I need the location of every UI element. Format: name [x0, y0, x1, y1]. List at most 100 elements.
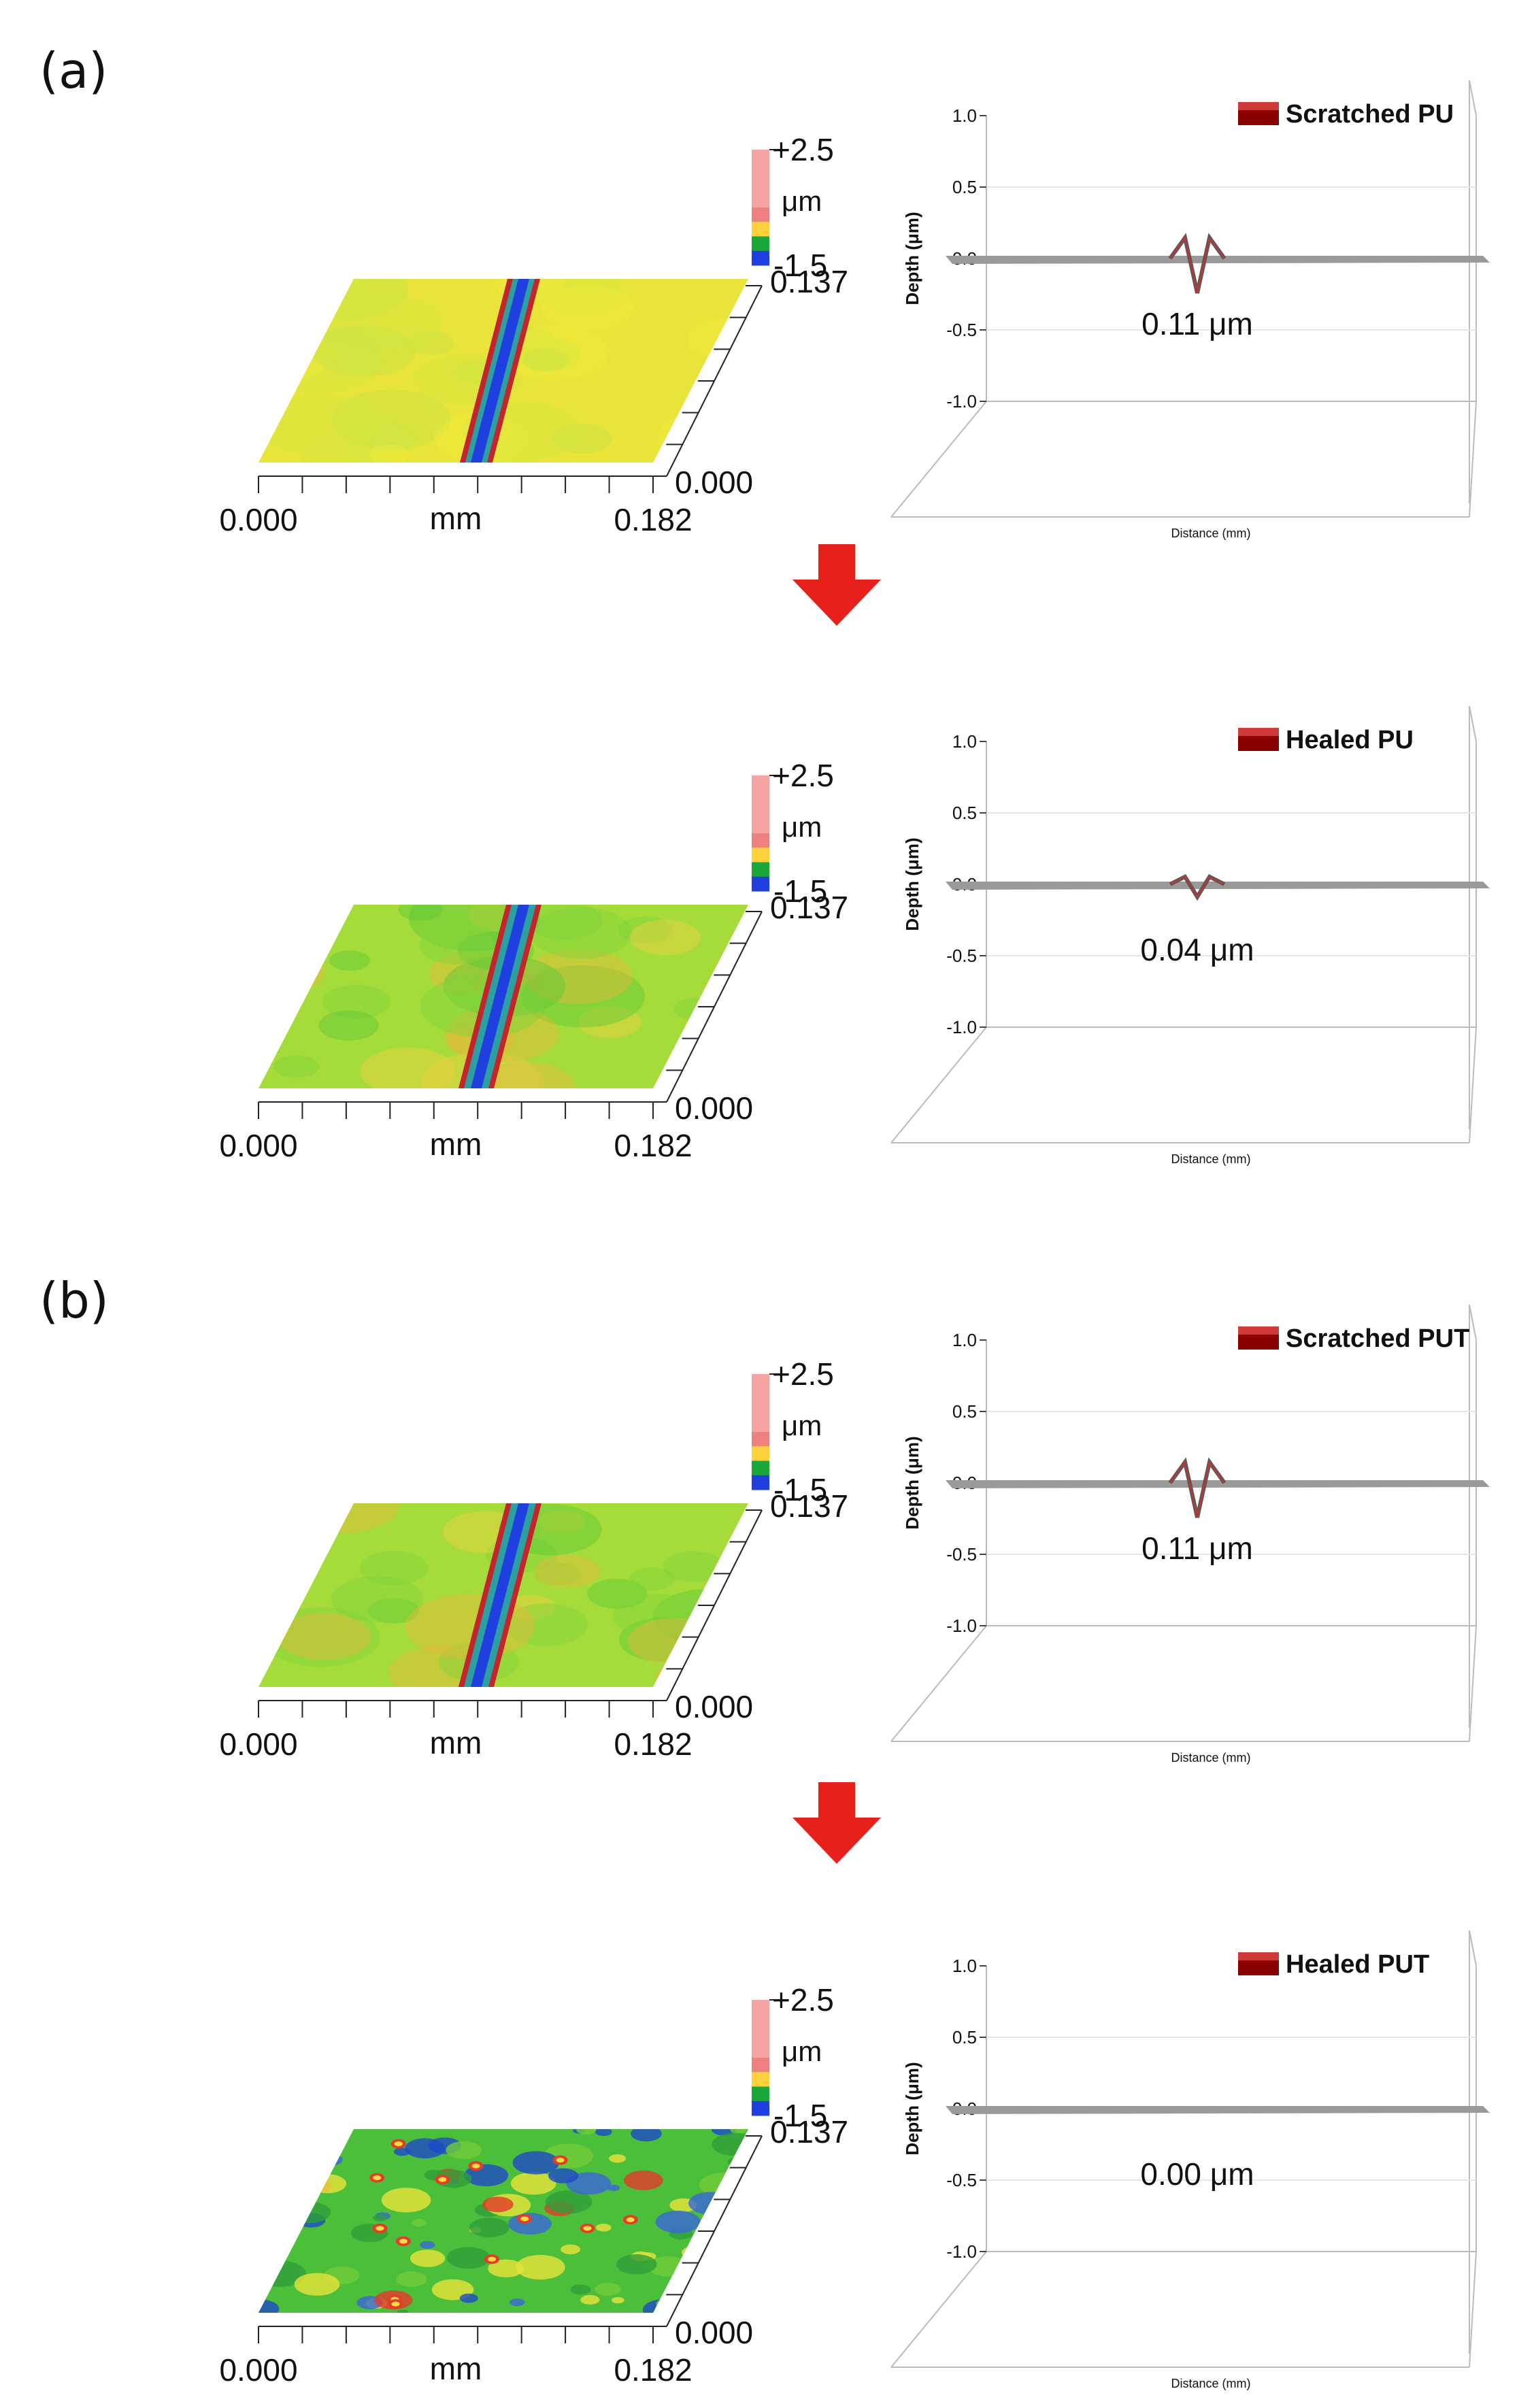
colorbar-unit-label: μm: [782, 185, 822, 217]
y-axis-label: Depth (μm): [902, 1436, 922, 1529]
surface-spot: [505, 1594, 556, 1620]
surface-spot: [333, 295, 443, 350]
surface-spot: [398, 905, 443, 921]
x-end-label: 0.182: [614, 502, 692, 537]
figure-row-4: 0.000mm0.1820.0000.137+2.5μm-1.51.00.50.…: [0, 1891, 1534, 2408]
defect-core: [520, 2216, 529, 2222]
colorbar-max-label: +2.5: [772, 1356, 834, 1392]
surface-spot: [369, 444, 409, 463]
surface-spot: [281, 1503, 400, 1534]
colorbar-segment: [752, 790, 769, 805]
surface-spot: [727, 2157, 744, 2167]
x-start-label: 0.000: [219, 1726, 297, 1762]
surface-spot: [259, 952, 325, 993]
surface-spot: [273, 1054, 320, 1078]
colorbar-segment: [752, 2014, 769, 2029]
surface-spot: [412, 2219, 427, 2227]
colorbar-segment: [752, 1475, 769, 1490]
colorbar-segment: [752, 775, 769, 790]
y-end-label: 0.137: [770, 890, 848, 925]
profile-box: [890, 80, 1477, 518]
colorbar-segment: [752, 2101, 769, 2116]
surface-spot: [259, 280, 324, 334]
surface-spot: [595, 2224, 612, 2232]
defect-core: [399, 2239, 407, 2244]
defect-core: [626, 2217, 635, 2222]
surface-spot: [711, 2129, 737, 2136]
surface-spot: [419, 926, 495, 965]
box-edge: [890, 401, 987, 518]
colorbar-segment: [752, 178, 769, 194]
surface-spot: [407, 331, 454, 355]
surface-spot: [520, 965, 646, 1028]
y-axis-label: Depth (μm): [902, 212, 922, 305]
colorbar-segment: [752, 848, 769, 863]
surface-spot: [259, 1572, 300, 1613]
surface-spot: [611, 2296, 624, 2304]
surface-spot: [259, 1535, 290, 1561]
box-edge: [1469, 1625, 1477, 1742]
y-tick-label: 0.5: [952, 2027, 977, 2047]
y-tick-label: -0.5: [946, 320, 977, 340]
x-unit-label: mm: [430, 501, 482, 536]
colorbar-segment: [752, 222, 769, 237]
surface-texture: [259, 905, 748, 1088]
profile-surface: [946, 882, 1490, 890]
surface-spot: [537, 279, 624, 315]
colorbar-segment: [752, 2086, 769, 2102]
surface-spot: [318, 1010, 379, 1041]
y-tick-label: -1.0: [946, 1616, 977, 1636]
x-start-label: 0.000: [219, 2352, 297, 2388]
surface-spot: [307, 2174, 347, 2194]
surface-spot: [397, 2309, 409, 2313]
defect-ring: [270, 2167, 286, 2177]
colorbar-segment: [752, 876, 769, 892]
y-tick-label: -0.5: [946, 1544, 977, 1565]
surface-spot: [522, 348, 569, 372]
surface-spot: [538, 1509, 586, 1533]
y-tick-label: -0.5: [946, 2170, 977, 2190]
surface-spot: [725, 2304, 748, 2313]
colorbar-unit-label: μm: [782, 1409, 822, 1441]
profile-box: [890, 705, 1477, 1143]
y-end-label: 0.137: [770, 264, 848, 299]
x-unit-label: mm: [430, 1725, 482, 1760]
legend-label: Scratched PUT: [1286, 1324, 1469, 1353]
surface-spot: [482, 2196, 514, 2213]
depth-label: 0.04 μm: [1140, 932, 1254, 967]
box-edge: [1469, 1930, 1477, 1967]
profile-box: [890, 1930, 1477, 2368]
colorbar-segment: [752, 150, 769, 165]
colorbar-min-label: -1.5: [773, 1472, 827, 1507]
surface-spot: [259, 393, 382, 456]
colorbar-min-label: -1.5: [773, 873, 827, 909]
y-axis-label: Depth (μm): [902, 837, 922, 931]
x-end-label: 0.182: [614, 2352, 692, 2388]
surface-spot: [331, 389, 451, 450]
colorbar-max-label: +2.5: [772, 132, 834, 167]
surface-spot: [459, 2293, 478, 2303]
surface-spot: [503, 1603, 588, 1646]
colorbar-segment: [752, 804, 769, 820]
surface-spot: [512, 2151, 560, 2175]
surface-spot: [548, 2168, 579, 2184]
legend-swatch-highlight: [1238, 1952, 1279, 1960]
surface-spot: [312, 325, 416, 378]
x-unit-label: mm: [430, 1126, 482, 1162]
y-tick-label: 1.0: [952, 1330, 977, 1350]
figure-row-1: 0.000mm0.1820.0000.137+2.5μm-1.51.00.50.…: [0, 41, 1534, 558]
panel-label-a: (a): [39, 42, 108, 99]
surface-spot: [420, 2241, 435, 2249]
surface-spot: [534, 1554, 601, 1588]
surface-spot: [612, 1593, 703, 1639]
box-edge: [1469, 705, 1477, 742]
y-tick-label: -1.0: [946, 1017, 977, 1037]
arrow-shape: [793, 544, 881, 626]
colorbar-max-label: +2.5: [772, 758, 834, 793]
y-end-label: 0.137: [770, 2114, 848, 2150]
y-tick-label: 0.5: [952, 177, 977, 197]
surface-spot: [545, 2190, 593, 2214]
